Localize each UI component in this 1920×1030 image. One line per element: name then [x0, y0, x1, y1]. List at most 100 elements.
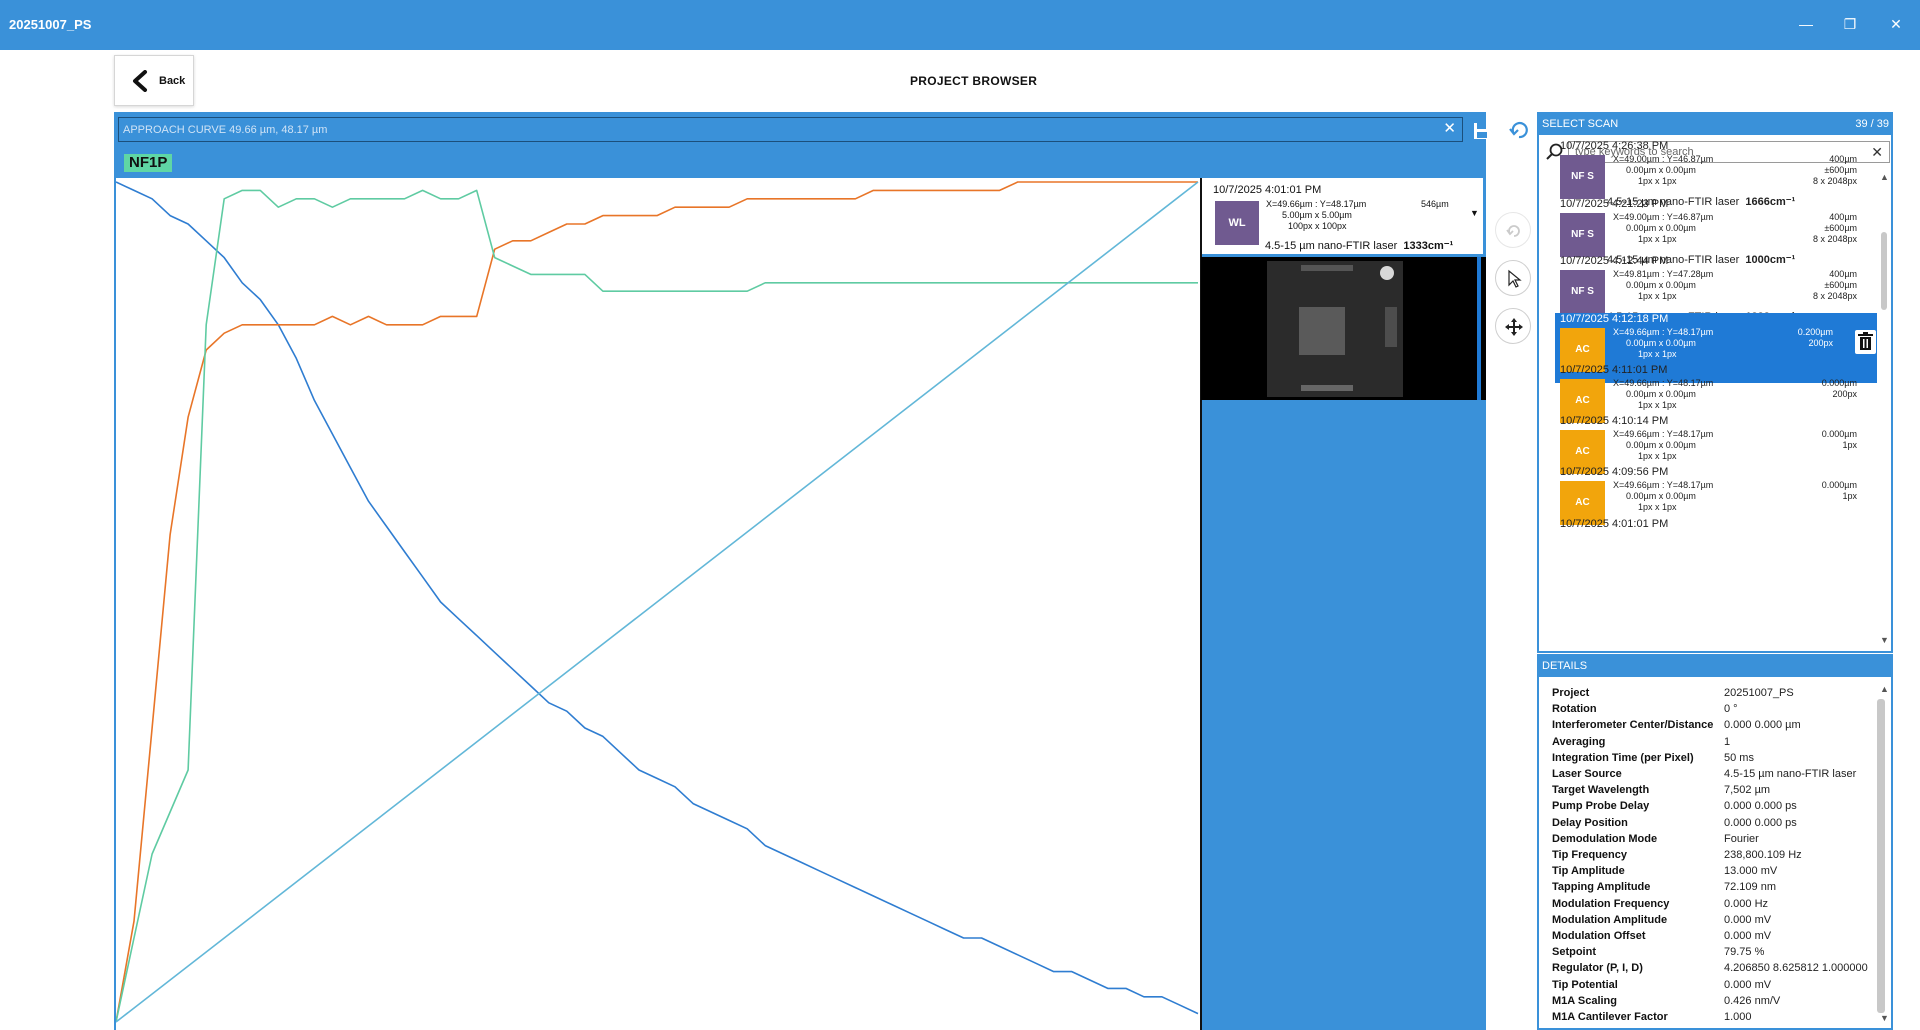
undo-icon[interactable] — [1505, 117, 1533, 143]
details-scroll-up-icon[interactable]: ▲ — [1880, 684, 1889, 694]
scan-list-item[interactable]: 10/7/2025 4:11:01 PM AC X=49.66µm : Y=48.1… — [1555, 364, 1877, 434]
back-button[interactable]: Back — [114, 55, 194, 106]
scan-list-item[interactable]: 10/7/2025 4:01:01 PM — [1555, 518, 1877, 588]
scan-date: 10/7/2025 4:09:56 PM — [1560, 466, 1669, 478]
scan-list-item[interactable]: 10/7/2025 4:10:14 PM AC X=49.66µm : Y=48.1… — [1555, 415, 1877, 485]
scan-right-2: ±600µm — [1824, 280, 1857, 290]
clear-title-icon[interactable]: ✕ — [1443, 120, 1456, 137]
details-value: 0.000 mV — [1724, 913, 1772, 926]
details-panel[interactable]: Project 20251007_PS Rotation 0 ° Interferome… — [1537, 677, 1893, 1030]
maximize-button[interactable]: ❐ — [1843, 16, 1857, 32]
scroll-up-icon[interactable]: ▲ — [1880, 172, 1889, 182]
scan-size: 0.00µm x 0.00µm — [1626, 491, 1696, 501]
details-row: Target Wavelength 7,502 µm — [1552, 784, 1872, 800]
details-key: Modulation Offset — [1552, 930, 1646, 942]
scan-pixels: 1px x 1px — [1638, 234, 1677, 244]
scan-coords: X=49.66µm : Y=48.17µm — [1613, 480, 1714, 490]
scan-thumbnail: AC — [1560, 379, 1605, 423]
preview-laser: 4.5-15 µm nano-FTIR laser 1333cm⁻¹ — [1265, 239, 1453, 252]
scan-right-2: 1px — [1842, 440, 1857, 450]
undo-tool-button[interactable] — [1495, 212, 1531, 248]
scan-list-item[interactable]: 10/7/2025 4:09:56 PM AC X=49.66µm : Y=48.1… — [1555, 466, 1877, 536]
scan-coords: X=49.00µm : Y=46.87µm — [1613, 212, 1714, 222]
details-key: Integration Time (per Pixel) — [1552, 751, 1694, 764]
selection-marker[interactable] — [1477, 257, 1481, 400]
scan-list-panel[interactable]: ✕ 10/7/2025 4:26:38 PM NF S X=49.00µm : Y=… — [1537, 135, 1893, 653]
details-value: 13.000 mV — [1724, 865, 1778, 878]
scan-list-item[interactable]: 10/7/2025 4:21:23 PM NF S X=49.00µm : Y=46… — [1555, 198, 1877, 268]
details-value: 238,800.109 Hz — [1724, 849, 1802, 861]
details-scroll-down-icon[interactable]: ▼ — [1880, 1013, 1889, 1023]
scan-list-item[interactable]: 10/7/2025 4:12:18 PM AC X=49.66µm : Y=48.1… — [1555, 313, 1877, 383]
details-key: Regulator (P, I, D) — [1552, 962, 1643, 975]
details-row: M1A Scaling 0.426 nm/V — [1552, 995, 1872, 1011]
minimize-button[interactable]: — — [1799, 16, 1813, 32]
details-key: Target Wavelength — [1552, 784, 1650, 797]
clear-search-icon[interactable]: ✕ — [1871, 144, 1883, 160]
search-input[interactable] — [1569, 142, 1859, 162]
scan-date: 10/7/2025 4:12:44 PM — [1560, 255, 1669, 267]
chart-svg — [116, 181, 1199, 1023]
scan-right-1: 400µm — [1829, 269, 1857, 279]
details-row: Integration Time (per Pixel) 50 ms — [1552, 752, 1872, 768]
pan-tool-button[interactable] — [1495, 308, 1531, 344]
details-value: 79.75 % — [1724, 946, 1765, 959]
preview-laser-name: 4.5-15 µm nano-FTIR laser — [1265, 240, 1398, 252]
scan-size: 0.00µm x 0.00µm — [1626, 440, 1696, 450]
details-row: Demodulation Mode Fourier — [1552, 833, 1872, 849]
preview-right-value: 546µm — [1421, 199, 1449, 209]
close-window-button[interactable]: ✕ — [1890, 16, 1902, 32]
details-row: Tip Potential 0.000 mV — [1552, 979, 1872, 995]
details-key: M1A Cantilever Factor — [1552, 1011, 1668, 1023]
scan-wavenumber: 1000cm⁻¹ — [1745, 254, 1796, 266]
details-key: Tip Frequency — [1552, 849, 1627, 861]
scan-pixels: 1px x 1px — [1638, 502, 1677, 512]
preview-card[interactable]: 10/7/2025 4:01:01 PM WL X=49.66µm : Y=48… — [1201, 178, 1483, 254]
approach-curve-chart[interactable] — [116, 178, 1202, 1030]
scan-list-item[interactable]: 10/7/2025 4:26:38 PM NF S X=49.00µm : Y=46… — [1555, 140, 1877, 210]
pointer-tool-button[interactable] — [1495, 260, 1531, 296]
search-box[interactable]: ✕ — [1568, 141, 1890, 163]
details-row: Rotation 0 ° — [1552, 703, 1872, 719]
afm-image — [1267, 261, 1403, 397]
details-key: Averaging — [1552, 735, 1606, 748]
select-scan-header: SELECT SCAN 39 / 39 — [1537, 112, 1893, 135]
scan-thumbnail: AC — [1560, 430, 1605, 474]
preview-dropdown-icon[interactable]: ▼ — [1470, 208, 1479, 218]
trash-icon — [1858, 332, 1873, 350]
scan-right-3: 8 x 2048px — [1812, 176, 1857, 186]
scan-right-2: 1px — [1842, 491, 1857, 501]
details-value: 72.109 nm — [1724, 881, 1776, 894]
scan-coords: X=49.00µm : Y=46.87µm — [1613, 154, 1714, 164]
details-value: 0 ° — [1724, 703, 1738, 716]
scan-pixels: 1px x 1px — [1638, 291, 1677, 301]
details-value: 0.000 0.000 ps — [1724, 800, 1797, 813]
scan-date: 10/7/2025 4:01:01 PM — [1560, 518, 1669, 530]
details-row: Tip Amplitude 13.000 mV — [1552, 865, 1872, 881]
scan-scrollbar-thumb[interactable] — [1881, 232, 1887, 310]
scan-wavenumber: 1666cm⁻¹ — [1745, 196, 1796, 208]
details-row: Modulation Offset 0.000 mV — [1552, 930, 1872, 946]
scan-right-2: 200px — [1832, 389, 1857, 399]
details-value: 0.000 0.000 µm — [1724, 719, 1801, 732]
select-scan-title: SELECT SCAN — [1542, 118, 1619, 130]
details-value: 1.000 — [1724, 1011, 1752, 1023]
scroll-down-icon[interactable]: ▼ — [1880, 635, 1889, 645]
details-value: 0.000 Hz — [1724, 897, 1769, 910]
delete-scan-button[interactable] — [1855, 330, 1876, 354]
preview-wavenumber: 1333cm⁻¹ — [1403, 240, 1454, 252]
scan-laser-name: 4.5-15 µm nano-FTIR laser — [1607, 196, 1740, 208]
details-value: 7,502 µm — [1724, 784, 1771, 797]
preview-image[interactable] — [1201, 257, 1486, 400]
details-scrollbar-thumb[interactable] — [1877, 699, 1885, 1013]
save-icon[interactable] — [1473, 122, 1491, 140]
scan-title-field[interactable]: APPROACH CURVE 49.66 µm, 48.17 µm ✕ — [118, 117, 1463, 142]
scan-date: 10/7/2025 4:10:14 PM — [1560, 415, 1669, 427]
undo-tool-icon — [1506, 225, 1520, 237]
scan-laser: 4.5-15 µm nano-FTIR laser 1666cm⁻¹ — [1607, 195, 1795, 208]
scan-date: 10/7/2025 4:11:01 PM — [1560, 364, 1668, 376]
details-value: 0.426 nm/V — [1724, 994, 1781, 1007]
scan-size: 0.00µm x 0.00µm — [1626, 280, 1696, 290]
details-row: Modulation Amplitude 0.000 mV — [1552, 914, 1872, 930]
scan-date: 10/7/2025 4:12:18 PM — [1560, 313, 1669, 325]
